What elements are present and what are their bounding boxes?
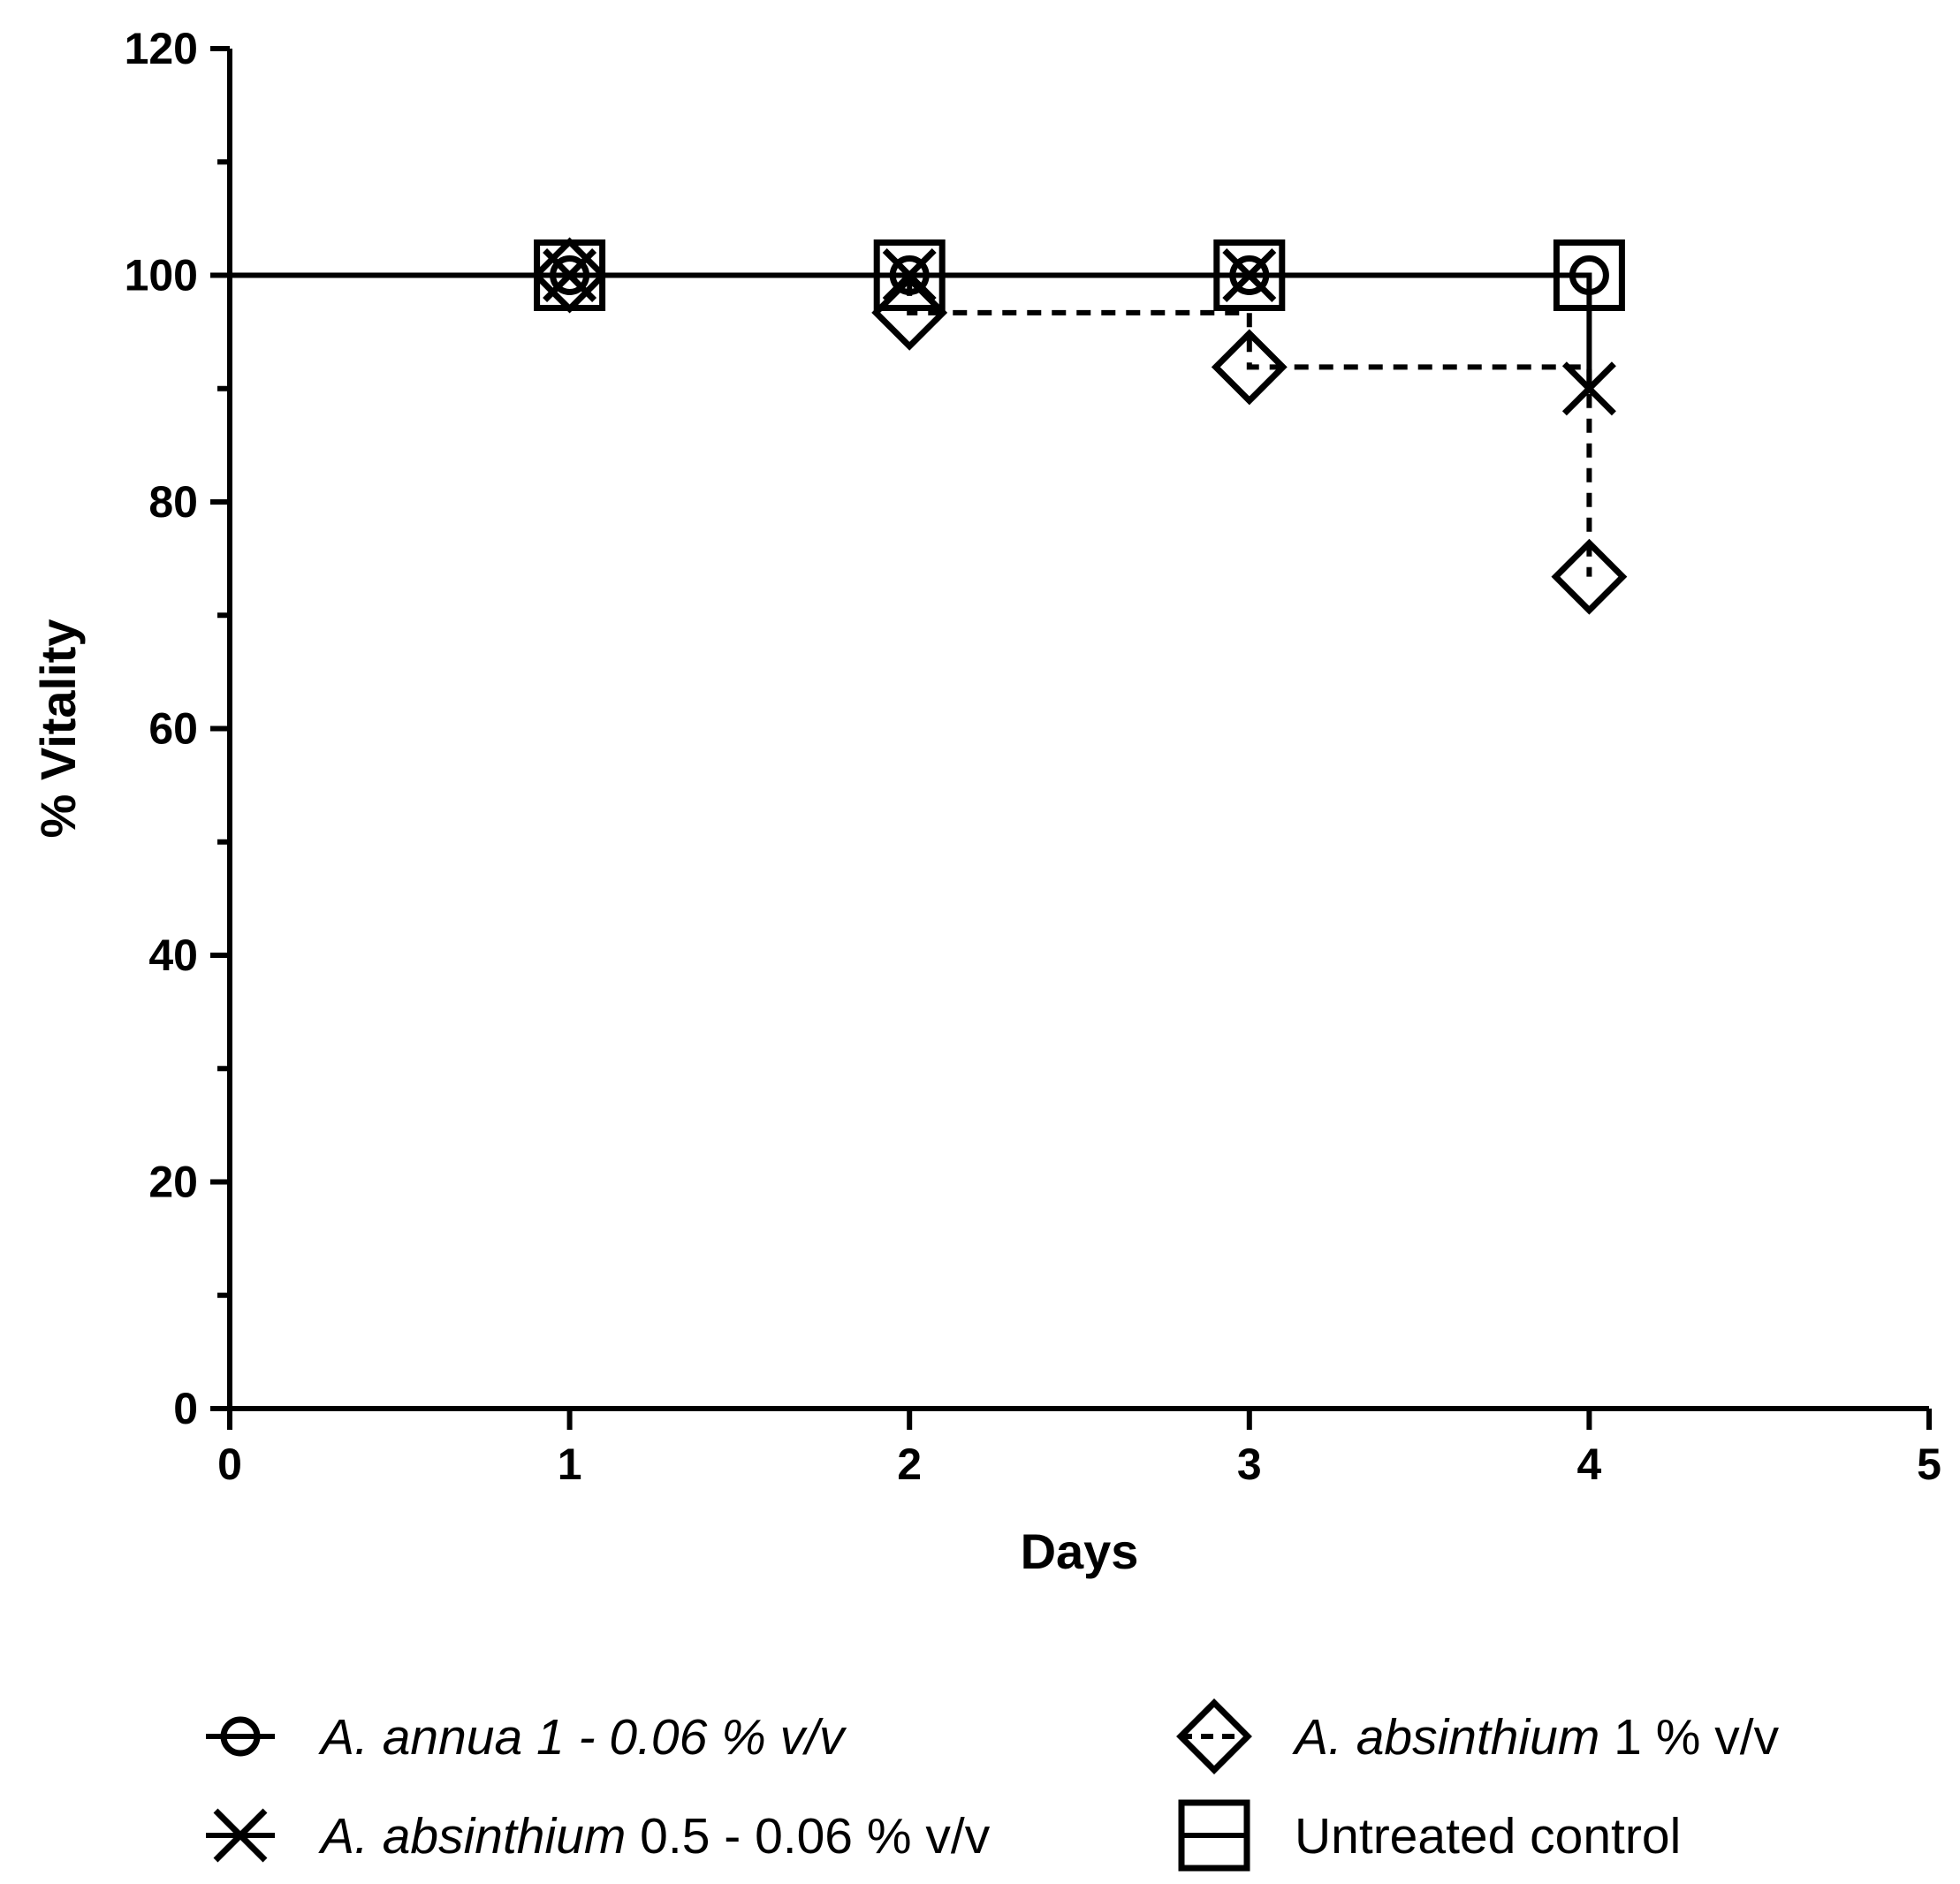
legend-label: A. annua 1 - 0.06 % v/v [318,1709,847,1766]
legend-item-4: Untreated control [1178,1799,1681,1872]
series-layer [230,237,1628,615]
x-tick-label: 3 [1237,1440,1262,1489]
legend-item-1: A. annua 1 - 0.06 % v/v [206,1709,847,1766]
x-tick-label: 5 [1917,1440,1941,1489]
y-tick-label: 0 [173,1384,198,1433]
legend-item-3: A. absinthium 1 % v/v [1176,1698,1780,1774]
y-tick-label: 60 [148,704,198,754]
legend-label-part: 0.5 - 0.06 % v/v [626,1808,990,1865]
series-3-line [569,272,1592,577]
x-axis-title: Days [1021,1523,1139,1579]
series-3-point [871,274,948,351]
y-axis-title: % Vitality [30,619,86,839]
x-tick-label: 2 [897,1440,922,1489]
x-tick-label: 1 [558,1440,582,1489]
series-4-point [873,239,946,311]
x-tick-label: 4 [1576,1440,1601,1489]
legend-item-2: A. absinthium 0.5 - 0.06 % v/v [206,1808,991,1865]
legend-label-part: A. absinthium [1292,1709,1599,1766]
y-tick-label: 80 [148,477,198,527]
series-3-point [1211,329,1288,406]
series-4-point [1553,239,1625,311]
series-4-point [534,239,606,311]
legend-swatch-marker [220,1716,261,1757]
legend: A. annua 1 - 0.06 % v/v A. absinthium 0.5… [206,1698,1780,1872]
y-tick-label: 120 [125,24,198,73]
series-4 [230,239,1625,311]
series-2-point [1561,361,1616,416]
legend-label-part: A. absinthium [318,1808,626,1865]
axes: 0 20 40 60 80 100 120 0 1 2 3 4 5 Days % Vitality [30,24,1941,1579]
legend-label: A. absinthium 1 % v/v [1292,1709,1780,1766]
legend-label: A. absinthium 0.5 - 0.06 % v/v [318,1808,991,1865]
y-tick-label: 40 [148,931,198,980]
legend-swatch-marker [1176,1698,1252,1774]
series-3-point [1551,538,1628,615]
legend-label-part: 1 % v/v [1599,1709,1779,1766]
legend-label: Untreated control [1295,1808,1681,1865]
legend-swatch-marker [213,1808,268,1863]
y-tick-label: 20 [148,1158,198,1207]
legend-label-part: Untreated control [1295,1808,1681,1865]
legend-swatch-marker [1178,1799,1250,1872]
legend-label-part: A. annua 1 - 0.06 % v/v [318,1709,847,1766]
series-4-point [1213,239,1286,311]
series-3 [531,237,1628,615]
series-2-line [569,272,1592,389]
x-tick-label: 0 [217,1440,242,1489]
y-tick-label: 100 [125,251,198,300]
